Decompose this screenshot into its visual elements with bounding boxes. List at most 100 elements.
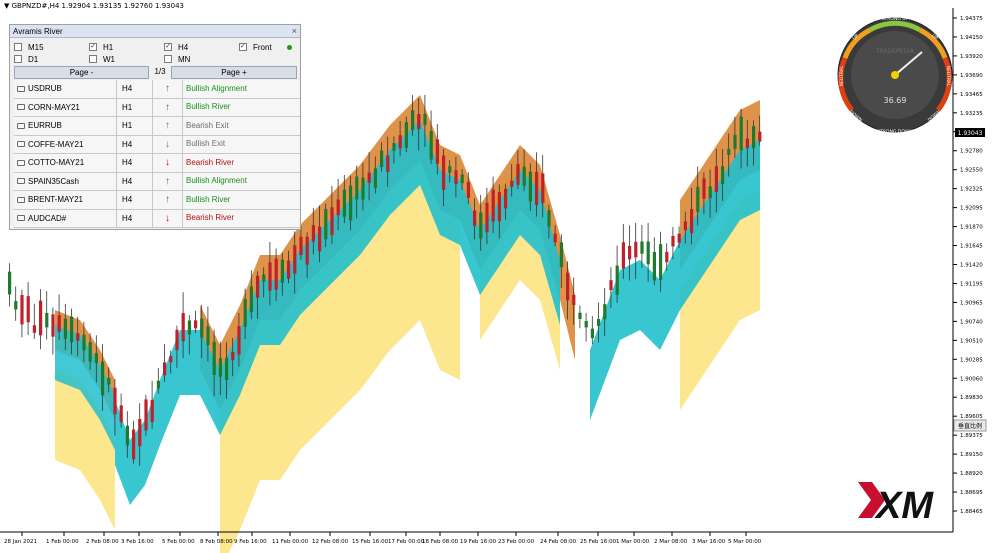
candle-body: [57, 315, 61, 332]
candle-body: [150, 399, 154, 423]
candle-body: [603, 304, 607, 320]
arrow-up-icon: ↑: [153, 80, 183, 98]
checkbox-front[interactable]: ✓: [239, 43, 247, 51]
gauge-label-strong-down: STRONG DOWN: [877, 129, 912, 135]
candle-body: [510, 180, 514, 187]
symbol-cell[interactable]: USDRUB: [14, 80, 117, 98]
tf-h1[interactable]: ✓ H1: [89, 42, 114, 52]
checkbox-mn[interactable]: [164, 55, 172, 63]
time-tick-label: 2 Mar 08:00: [654, 539, 688, 545]
gauge-label-strong-up: STRONG UP: [882, 16, 909, 22]
checkbox-m15[interactable]: [14, 43, 22, 51]
candle-body: [541, 173, 545, 204]
list-item[interactable]: USDRUB H4 ↑ Bullish Alignment: [14, 80, 300, 99]
list-item[interactable]: CORN-MAY21 H1 ↑ Bullish River: [14, 98, 300, 117]
symbol-cell[interactable]: COTTO-MAY21: [14, 154, 117, 172]
tf-h4[interactable]: ✓ H4: [164, 42, 189, 52]
checkbox-w1[interactable]: [89, 55, 97, 63]
price-tick-label: 1.88695: [960, 490, 983, 496]
candle-body: [702, 178, 706, 199]
candle-body: [479, 212, 483, 239]
candle-body: [194, 320, 198, 329]
candle-body: [144, 399, 148, 431]
status-text: Bullish Exit: [186, 139, 226, 149]
candle-body: [299, 236, 303, 255]
symbol-cell[interactable]: SPAIN35Cash: [14, 172, 117, 190]
candle-body: [20, 295, 24, 325]
checkbox-d1[interactable]: [14, 55, 22, 63]
candle-body: [665, 251, 669, 263]
list-item[interactable]: COTTO-MAY21 H4 ↓ Bearish River: [14, 154, 300, 173]
time-tick-label: 2 Feb 08:00: [86, 539, 119, 545]
gauge-label-neutral-right: NEUTRAL: [945, 66, 951, 87]
time-tick-label: 9 Feb 16:00: [234, 539, 267, 545]
candle-body: [640, 241, 644, 254]
candle-body: [597, 319, 601, 326]
candle-body: [51, 314, 55, 337]
timeframe-cell: H4: [117, 209, 153, 227]
candle-body: [8, 271, 12, 295]
page-prev-button[interactable]: Page -: [14, 66, 149, 79]
candle-body: [411, 110, 415, 130]
vertical-scale-button[interactable]: [953, 419, 987, 432]
candle-body: [745, 138, 749, 149]
river-band: [680, 190, 760, 410]
symbol-cell[interactable]: EURRUB: [14, 117, 117, 135]
list-item[interactable]: BRENT-MAY21 H4 ↑ Bullish River: [14, 191, 300, 210]
symbol-cell[interactable]: CORN-MAY21: [14, 98, 117, 116]
candle-body: [578, 312, 582, 319]
list-item[interactable]: EURRUB H1 ↑ Bearish Exit: [14, 117, 300, 136]
panel-title: Avramis River: [13, 27, 63, 36]
vertical-scale-label: 垂直比例: [958, 422, 982, 430]
time-tick-label: 15 Feb 16:00: [352, 539, 389, 545]
time-tick-label: 1 Feb 00:00: [46, 539, 79, 545]
tf-mn[interactable]: MN: [160, 55, 235, 64]
candle-body: [324, 209, 328, 240]
candle-body: [181, 312, 185, 342]
trend-gauge: TRADEPEDIA 36.69 STRONG UP STRONG DOWN U…: [837, 16, 953, 135]
candle-body: [94, 353, 98, 364]
status-text: Bearish River: [186, 157, 235, 167]
symbol-cell[interactable]: BRENT-MAY21: [14, 191, 117, 209]
symbol-cell[interactable]: AUDCAD#: [14, 209, 117, 227]
status-text: Bearish Exit: [186, 120, 229, 130]
candle-body: [634, 241, 638, 258]
candle-body: [417, 114, 421, 130]
symbol-cell[interactable]: COFFE-MAY21: [14, 135, 117, 153]
status-text: Bullish Alignment: [186, 83, 247, 93]
arrow-down-icon: ↓: [153, 154, 183, 172]
close-icon[interactable]: ×: [291, 26, 297, 36]
list-item[interactable]: AUDCAD# H4 ↓ Bearish River: [14, 209, 300, 228]
tf-w1[interactable]: W1: [85, 55, 160, 64]
price-tick-label: 1.93235: [960, 111, 983, 117]
candle-body: [423, 114, 427, 126]
chart-header: ▼ GBPNZD#,H4 1.92904 1.93135 1.92760 1.9…: [4, 2, 184, 10]
panel-titlebar[interactable]: Avramis River ×: [10, 25, 300, 38]
candle-body: [733, 134, 737, 149]
candle-body: [138, 419, 142, 447]
candle-body: [516, 163, 520, 185]
list-item[interactable]: COFFE-MAY21 H4 ↓ Bullish Exit: [14, 135, 300, 154]
tf-front[interactable]: ✓ Front: [235, 43, 295, 52]
checkbox-h4[interactable]: ✓: [164, 43, 172, 51]
tf-m15[interactable]: M15: [10, 43, 85, 52]
tf-d1[interactable]: D1: [10, 55, 85, 64]
price-tick-label: 1.90510: [960, 338, 983, 344]
page-next-button[interactable]: Page +: [171, 66, 297, 79]
folder-icon: [17, 104, 25, 111]
candle-body: [714, 166, 718, 193]
symbol-list: USDRUB H4 ↑ Bullish Alignment CORN-MAY21 H1 ↑ B…: [14, 80, 300, 228]
candle-body: [163, 362, 167, 376]
candle-body: [528, 171, 532, 202]
candle-body: [70, 316, 74, 343]
list-item[interactable]: SPAIN35Cash H4 ↑ Bullish Alignment: [14, 172, 300, 191]
candle-body: [386, 155, 390, 172]
timeframe-cell: H1: [117, 117, 153, 135]
price-tick-label: 1.93465: [960, 92, 983, 98]
candle-body: [652, 251, 656, 281]
candle-body: [473, 210, 477, 226]
checkbox-h1[interactable]: ✓: [89, 43, 97, 51]
symbol-name: COTTO-MAY21: [28, 158, 85, 168]
candle-body: [330, 207, 334, 236]
